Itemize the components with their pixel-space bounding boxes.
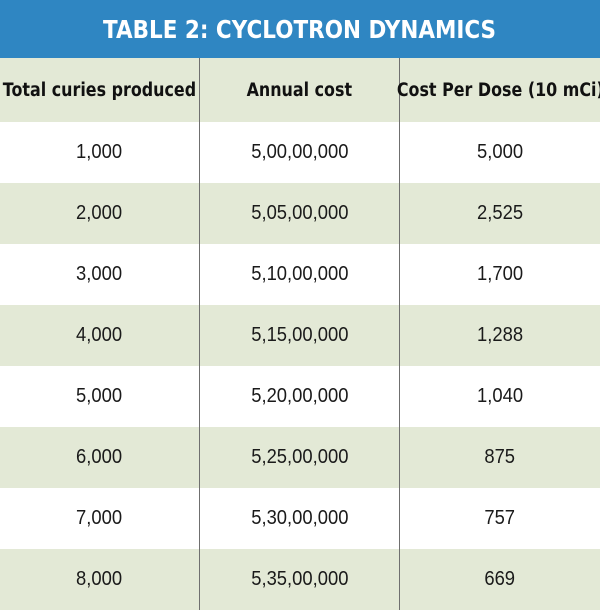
cell-annual-cost: 5,05,00,000 [200,183,400,244]
cell-total-curies: 6,000 [0,427,200,488]
cell-annual-cost: 5,30,00,000 [200,488,400,549]
column-header-cost-per-dose: Cost Per Dose (10 mCi) [396,58,600,122]
cell-annual-cost: 5,20,00,000 [200,366,400,427]
cell-total-curies: 2,000 [0,183,200,244]
cell-annual-cost: 5,00,00,000 [200,122,400,183]
cell-total-curies: 8,000 [0,549,200,610]
cell-cost-per-dose: 757 [400,488,600,549]
cell-cost-per-dose: 5,000 [400,122,600,183]
cell-annual-cost: 5,10,00,000 [200,244,400,305]
table-grid: Total curies produced Annual cost Cost P… [0,58,600,610]
column-header-label: Annual cost [246,79,353,101]
cell-total-curies: 3,000 [0,244,200,305]
column-header-annual-cost: Annual cost [200,58,400,122]
cell-annual-cost: 5,25,00,000 [200,427,400,488]
table-title: TABLE 2: CYCLOTRON DYNAMICS [103,14,497,44]
cell-cost-per-dose: 669 [400,549,600,610]
cell-cost-per-dose: 1,040 [400,366,600,427]
table-title-bar: TABLE 2: CYCLOTRON DYNAMICS [0,0,600,58]
cell-total-curies: 5,000 [0,366,200,427]
cell-total-curies: 4,000 [0,305,200,366]
cell-cost-per-dose: 1,700 [400,244,600,305]
cell-cost-per-dose: 2,525 [400,183,600,244]
column-header-label: Total curies produced [2,79,197,101]
cell-cost-per-dose: 1,288 [400,305,600,366]
column-header-total-curies: Total curies produced [0,58,200,122]
column-header-label: Cost Per Dose (10 mCi) [396,79,600,101]
cell-annual-cost: 5,35,00,000 [200,549,400,610]
cell-total-curies: 7,000 [0,488,200,549]
cell-cost-per-dose: 875 [400,427,600,488]
cell-annual-cost: 5,15,00,000 [200,305,400,366]
cell-total-curies: 1,000 [0,122,200,183]
